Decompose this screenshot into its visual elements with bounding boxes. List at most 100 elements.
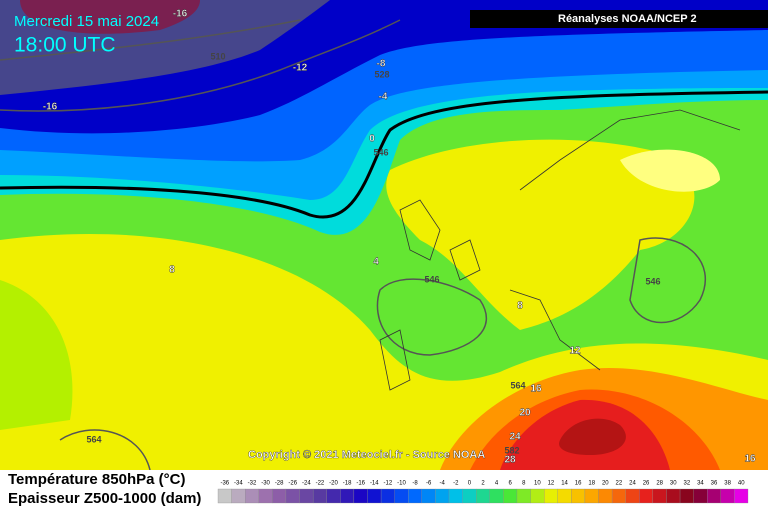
colorbar-label: 12 — [548, 481, 555, 487]
colorbar-cell — [258, 488, 273, 504]
map-fields — [0, 0, 768, 471]
colorbar-cell — [707, 488, 721, 504]
colorbar-label: -8 — [412, 481, 418, 487]
colorbar-cell — [503, 488, 518, 504]
colorbar-cell — [353, 488, 368, 504]
colorbar-cell — [557, 488, 572, 504]
colorbar-cell — [584, 488, 599, 504]
colorbar-cell — [299, 488, 314, 504]
colorbar-cell — [679, 488, 694, 504]
colorbar-label: -24 — [302, 481, 311, 487]
colorbar-cell — [340, 488, 355, 504]
isotherm-label: -4 — [379, 92, 388, 103]
colorbar-label: 34 — [697, 481, 704, 487]
colorbar-cell — [530, 488, 545, 504]
colorbar-label: -14 — [370, 481, 379, 487]
thickness-label: 510 — [210, 51, 225, 61]
colorbar-cell — [272, 488, 287, 504]
colorbar-cell — [734, 488, 749, 504]
colorbar-label: -2 — [453, 481, 459, 487]
colorbar-label: -6 — [426, 481, 432, 487]
colorbar-label: 28 — [656, 481, 663, 487]
colorbar-label: 24 — [629, 481, 636, 487]
field-purple — [20, 0, 200, 34]
colorbar-label: -32 — [248, 481, 257, 487]
colorbar-label: 26 — [643, 481, 650, 487]
colorbar-label: 6 — [509, 481, 513, 487]
colorbar-label: 36 — [711, 481, 718, 487]
colorbar-cell — [476, 488, 490, 504]
isotherm-label: 8 — [517, 301, 523, 312]
colorbar-cell — [571, 488, 586, 504]
contour-labels: -16 -16 -12 -8 -4 0 4 8 8 12 16 20 24 28 16 510 528 546 54… — [43, 8, 757, 466]
legend-temperature: Température 850hPa (°C) — [8, 471, 185, 488]
colorbar-cell — [231, 488, 246, 504]
isotherm-label: 8 — [169, 265, 175, 276]
colorbar-cell — [611, 488, 626, 504]
colorbar-label: -28 — [275, 481, 284, 487]
colorbar-label: -4 — [440, 481, 446, 487]
colorbar-label: 38 — [724, 481, 731, 487]
isotherm-label: 0 — [369, 134, 375, 145]
colorbar-cell — [394, 488, 409, 504]
copyright: Copyright © 2021 Meteociel.fr - Source N… — [248, 449, 485, 461]
field-lightyellow — [620, 149, 720, 192]
isotherm-label: 28 — [504, 455, 516, 466]
colorbar-label: -12 — [384, 481, 393, 487]
colorbar-label: 4 — [495, 481, 499, 487]
colorbar-cell — [489, 488, 504, 504]
colorbar-cell — [245, 488, 259, 504]
isotherm-label: -12 — [293, 63, 308, 74]
colorbar-label: 18 — [588, 481, 595, 487]
isotherm-label: -16 — [43, 102, 58, 113]
thickness-label: 564 — [510, 380, 525, 390]
colorbar-cell — [652, 488, 667, 504]
field-yellowgreen — [0, 280, 73, 430]
colorbar-cell — [598, 488, 613, 504]
field-darkred — [559, 418, 626, 455]
colorbar-label: 30 — [670, 481, 677, 487]
field-yellow-europe — [386, 139, 695, 330]
colorbar-label: 2 — [481, 481, 485, 487]
colorbar-label: -30 — [261, 481, 270, 487]
isotherm-label: 4 — [373, 257, 379, 268]
coastlines — [379, 109, 741, 391]
isotherm-label: -16 — [173, 9, 188, 20]
colorbar-label: 0 — [468, 481, 472, 487]
colorbar-label: -26 — [288, 481, 297, 487]
thickness-label: 528 — [374, 69, 389, 79]
colorbar-label: 40 — [738, 481, 745, 487]
colorbar-cell — [462, 488, 477, 504]
thickness-label: 582 — [504, 445, 519, 455]
isotherm-label: 16 — [530, 384, 542, 395]
thickness-label: 546 — [373, 147, 388, 157]
colorbar-cell — [544, 488, 558, 504]
colorbar-label: -36 — [220, 481, 229, 487]
colorbar-cell — [720, 488, 735, 504]
colorbar-cell — [285, 488, 300, 504]
colorbar-cell — [217, 488, 232, 504]
colorbar-label: 32 — [684, 481, 691, 487]
colorbar: -36 -34 -32 -30 -28 -26 -24 -22 -20 -18 -16 -14 -12-… — [217, 481, 749, 504]
legend-thickness: Epaisseur Z500-1000 (dam) — [8, 490, 201, 507]
colorbar-cell — [380, 488, 395, 504]
colorbar-label: -22 — [316, 481, 325, 487]
colorbar-label: -16 — [356, 481, 365, 487]
colorbar-cell — [693, 488, 708, 504]
zero-isotherm — [0, 90, 768, 219]
isotherm-label: 16 — [744, 454, 756, 465]
colorbar-label: 8 — [522, 481, 526, 487]
thickness-label: 546 — [424, 274, 439, 284]
source: Réanalyses NOAA/NCEP 2 — [558, 13, 697, 25]
colorbar-cell — [516, 488, 531, 504]
thickness-label: 564 — [86, 434, 101, 444]
colorbar-cell — [666, 488, 681, 504]
colorbar-label: 10 — [534, 481, 541, 487]
colorbar-cell — [326, 488, 341, 504]
colorbar-cell — [408, 488, 422, 504]
colorbar-cell — [448, 488, 463, 504]
time: 18:00 UTC — [14, 34, 116, 57]
date: Mercredi 15 mai 2024 — [14, 13, 159, 30]
colorbar-label: 20 — [602, 481, 609, 487]
colorbar-label: -20 — [329, 481, 338, 487]
